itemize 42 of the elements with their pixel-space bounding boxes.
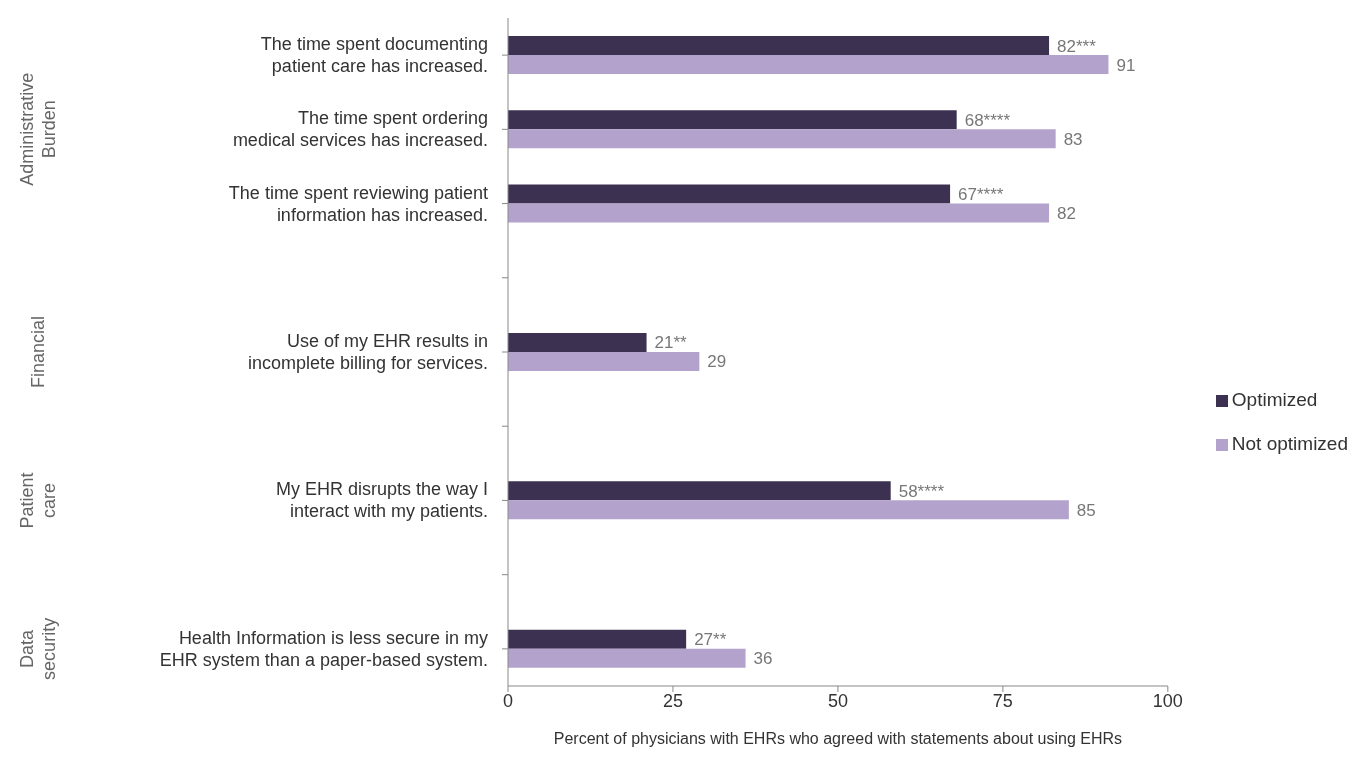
bar xyxy=(508,351,700,371)
bar xyxy=(508,36,1050,55)
y-tick-label: The time spent reviewing patient information has increased. xyxy=(228,182,488,225)
legend-label: Optimized xyxy=(1231,389,1318,410)
data-label: 29 xyxy=(707,352,727,372)
x-tick-label: 75 xyxy=(992,690,1013,711)
bar xyxy=(508,629,687,649)
data-label: 21** xyxy=(654,333,688,353)
data-label: 85 xyxy=(1076,500,1096,520)
bar xyxy=(508,184,951,204)
y-tick-label: My EHR disrupts the way I interact with my patients. xyxy=(275,479,488,522)
y-tick-label: The time spent ordering medical services has increased. xyxy=(232,108,488,151)
data-label: 36 xyxy=(753,649,773,669)
x-axis-title: Percent of physicians with EHRs who agreed with statements about using EHRs xyxy=(553,730,1123,747)
bar xyxy=(508,481,891,501)
x-tick-label: 0 xyxy=(502,690,514,711)
bar xyxy=(508,55,1109,74)
data-label: 91 xyxy=(1116,55,1136,75)
text: Data security xyxy=(17,617,59,680)
data-label: 58**** xyxy=(898,481,945,501)
bar xyxy=(508,203,1050,223)
data-label: 82 xyxy=(1057,203,1076,223)
data-label: 68**** xyxy=(964,110,1011,130)
bar xyxy=(508,648,746,668)
y-tick-label: The time spent documenting patient care has increased. xyxy=(260,34,488,77)
text: Financial xyxy=(28,315,48,389)
y-tick-label: Health Information is less secure in my EHR system than a paper-based system. xyxy=(159,627,488,670)
legend-label: Not optimized xyxy=(1231,433,1348,454)
bar xyxy=(508,129,1056,149)
y-tick-label: Use of my EHR results in incomplete billing for services. xyxy=(247,331,488,373)
data-label: 67**** xyxy=(958,184,1004,204)
data-label: 83 xyxy=(1063,129,1083,149)
x-tick-label: 25 xyxy=(662,690,683,711)
bar xyxy=(508,500,1069,520)
text: Patient care xyxy=(17,472,59,529)
data-label: 27** xyxy=(694,630,727,650)
bar xyxy=(508,332,647,352)
text: Administrative Burden xyxy=(17,72,59,186)
bar xyxy=(508,110,957,130)
x-tick-label: 100 xyxy=(1152,690,1183,711)
x-tick-label: 50 xyxy=(827,690,848,711)
data-label: 82*** xyxy=(1057,36,1097,56)
